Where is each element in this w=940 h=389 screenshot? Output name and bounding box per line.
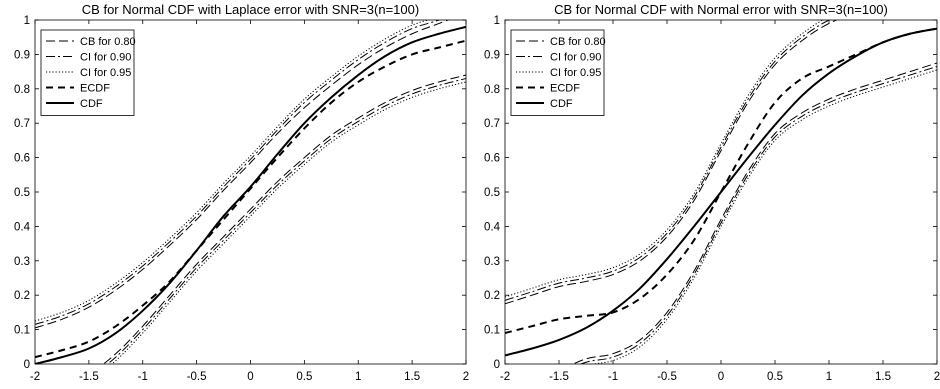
chart-title: CB for Normal CDF with Normal error with… (554, 2, 888, 17)
y-tick-label: 0.2 (14, 290, 30, 302)
series-line-cb-for-0-80-upper (35, 20, 450, 329)
x-tick-label: 1.5 (875, 371, 891, 383)
x-tick-label: 0 (247, 371, 253, 383)
x-tick-label: -1.5 (549, 371, 569, 383)
legend-box (40, 29, 135, 116)
y-tick-label: 0.8 (484, 84, 500, 96)
y-tick-label: 0.2 (484, 290, 500, 302)
x-tick-label: -1 (138, 371, 148, 383)
y-tick-label: 0.4 (484, 221, 501, 233)
y-tick-label: 0.4 (14, 221, 31, 233)
x-tick-label: 0.5 (296, 371, 312, 383)
series-line-ecdf (35, 39, 466, 359)
x-tick-label: -1 (608, 371, 618, 383)
right-chart-panel: CB for Normal CDF with Normal error with… (484, 2, 940, 383)
series-line-ci-for-0-95-upper (35, 20, 430, 322)
series-lines (505, 20, 937, 364)
y-tick-label: 0.9 (484, 49, 500, 61)
series-line-ci-for-0-90-lower (106, 77, 466, 364)
y-tick-label: 0 (24, 359, 30, 371)
x-tick-label: -1.5 (79, 371, 99, 383)
y-tick-label: 0.1 (484, 325, 500, 337)
x-tick-label: -0.5 (657, 371, 677, 383)
series-line-cb-for-0-80-lower (102, 74, 466, 364)
y-tick-label: 0.7 (484, 118, 500, 130)
x-tick-label: 1.5 (404, 371, 420, 383)
series-line-ci-for-0-90-upper (505, 20, 831, 301)
y-tick-label: 0.8 (14, 84, 30, 96)
x-tick-label: 1 (355, 371, 361, 383)
legend-label-ci-for-0-90: CI for 0.90 (550, 52, 601, 64)
legend-label-ci-for-0-95: CI for 0.95 (550, 67, 601, 79)
series-line-cb-for-0-80-upper (505, 20, 838, 305)
legend-label-cdf: CDF (550, 98, 573, 110)
y-tick-label: 0.3 (484, 256, 500, 268)
y-tick-label: 1 (494, 15, 500, 27)
x-tick-label: 0.5 (767, 371, 783, 383)
y-tick-label: 0.7 (14, 118, 30, 130)
series-line-cdf (35, 25, 466, 364)
y-tick-label: 0.6 (484, 153, 500, 165)
series-line-cb-for-0-80-lower (572, 62, 937, 364)
x-tick-label: 2 (934, 371, 940, 383)
legend-box (510, 29, 605, 116)
y-tick-label: 0.5 (14, 187, 30, 199)
x-tick-label: -2 (30, 371, 40, 383)
legend-label-ci-for-0-95: CI for 0.95 (80, 67, 131, 79)
x-tick-label: -0.5 (187, 371, 207, 383)
legend: CB for 0.80 CI for 0.90 CI for 0.95 ECDF CDF (510, 29, 606, 116)
y-tick-label: 0.9 (14, 49, 30, 61)
series-line-cdf (505, 27, 937, 357)
legend-label-cb-for-0-80: CB for 0.80 (80, 36, 136, 48)
left-chart-panel: CB for Normal CDF with Laplace error wit… (14, 2, 469, 383)
legend-label-cdf: CDF (80, 98, 103, 110)
chart-title: CB for Normal CDF with Laplace error wit… (82, 2, 419, 17)
x-tick-label: 2 (463, 371, 469, 383)
series-line-ci-for-0-90-lower (579, 65, 937, 364)
y-tick-label: 0 (494, 359, 500, 371)
legend-label-ecdf: ECDF (550, 83, 580, 95)
x-tick-label: -2 (500, 371, 510, 383)
legend: CB for 0.80 CI for 0.90 CI for 0.95 ECDF CDF (40, 29, 136, 116)
y-tick-label: 0.1 (14, 325, 30, 337)
legend-label-ci-for-0-90: CI for 0.90 (80, 52, 131, 64)
y-tick-label: 0.6 (14, 153, 30, 165)
x-tick-label: 0 (718, 371, 724, 383)
x-tick-label: 1 (826, 371, 832, 383)
series-lines (35, 20, 466, 364)
legend-label-cb-for-0-80: CB for 0.80 (550, 36, 606, 48)
series-line-ci-for-0-90-upper (35, 20, 441, 325)
y-tick-label: 0.3 (14, 256, 30, 268)
legend-label-ecdf: ECDF (80, 83, 110, 95)
y-tick-label: 1 (24, 15, 30, 27)
y-tick-label: 0.5 (484, 187, 500, 199)
